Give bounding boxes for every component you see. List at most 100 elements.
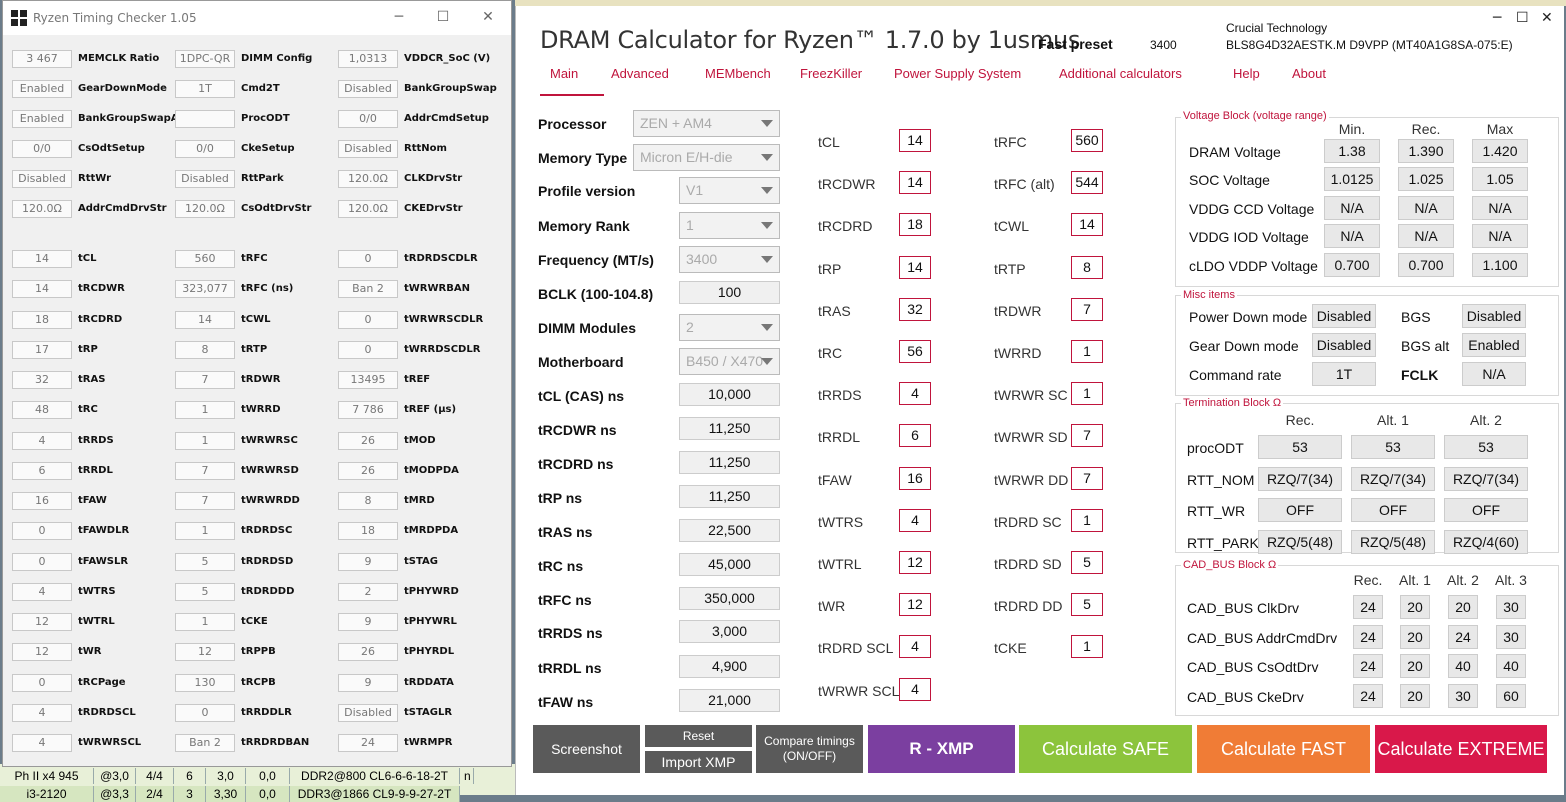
timing-value[interactable]: 4 (899, 677, 931, 701)
timing-value[interactable]: 1 (1071, 635, 1103, 659)
rtc-timing-value[interactable]: 14 (175, 310, 235, 329)
rtc-value-field[interactable] (175, 110, 235, 128)
rtc-timing-value[interactable]: 0 (338, 340, 398, 359)
rtc-value-field[interactable]: 0/0 (338, 110, 398, 128)
rtc-timing-value[interactable]: 0 (12, 522, 72, 541)
voltage-value[interactable]: 1.100 (1472, 252, 1528, 277)
tab-power-supply-system[interactable]: Power Supply System (894, 66, 1022, 81)
select-memory-type[interactable]: Micron E/H-die (633, 144, 780, 171)
rtc-timing-value[interactable]: 12 (12, 613, 72, 631)
rtc-value-field[interactable]: Disabled (175, 170, 235, 188)
rtc-timing-value[interactable]: 1 (175, 431, 235, 450)
timing-value[interactable]: 12 (899, 593, 931, 617)
rtc-timing-value[interactable]: 17 (12, 340, 72, 359)
cad-bus-value[interactable]: 30 (1496, 595, 1526, 619)
cad-bus-value[interactable]: 20 (1400, 624, 1430, 649)
rtc-timing-value[interactable]: 4 (12, 734, 72, 752)
voltage-value[interactable]: 0.700 (1398, 252, 1454, 277)
rtc-timing-value[interactable]: 7 (175, 492, 235, 510)
voltage-value[interactable]: N/A (1472, 224, 1528, 249)
rtc-timing-value[interactable]: 18 (12, 310, 72, 329)
timing-value[interactable]: 12 (899, 551, 931, 574)
voltage-value[interactable]: N/A (1324, 224, 1380, 249)
input-trp-ns[interactable]: 11,250 (679, 485, 780, 508)
rtc-timing-value[interactable]: Disabled (338, 703, 398, 722)
voltage-value[interactable]: N/A (1398, 224, 1454, 249)
cad-bus-value[interactable]: 24 (1353, 595, 1383, 619)
rtc-timing-value[interactable]: 9 (338, 613, 398, 631)
tab-freezkiller[interactable]: FreezKiller (800, 66, 863, 81)
timing-value[interactable]: 14 (899, 129, 931, 152)
termination-value[interactable]: RZQ/5(48) (1258, 530, 1342, 555)
rtc-timing-value[interactable]: Ban 2 (175, 734, 235, 752)
cad-bus-value[interactable]: 20 (1448, 595, 1478, 619)
timing-value[interactable]: 560 (1071, 129, 1103, 152)
rtc-timing-value[interactable]: 8 (175, 340, 235, 359)
rtc-timing-value[interactable]: 5 (175, 552, 235, 571)
minimize-icon[interactable]: ─ (1493, 10, 1502, 26)
rtc-timing-value[interactable]: 4 (12, 582, 72, 601)
misc-value[interactable]: Disabled (1312, 304, 1376, 328)
rtc-timing-value[interactable]: 32 (12, 371, 72, 389)
timing-value[interactable]: 16 (899, 466, 931, 490)
rtc-value-field[interactable]: Disabled (12, 170, 72, 188)
termination-value[interactable]: OFF (1351, 498, 1435, 523)
rtc-value-field[interactable]: Disabled (338, 80, 398, 98)
rtc-timing-value[interactable]: 14 (12, 250, 72, 268)
rtc-timing-value[interactable]: 12 (12, 643, 72, 662)
calculate-safe-button[interactable]: Calculate SAFE (1019, 725, 1192, 773)
timing-value[interactable]: 7 (1071, 466, 1103, 490)
calculate-extreme-button[interactable]: Calculate EXTREME (1375, 725, 1547, 773)
timing-value[interactable]: 14 (899, 171, 931, 195)
reset-button[interactable]: Reset (645, 725, 752, 747)
rtc-timing-value[interactable]: 323,077 (175, 280, 235, 299)
select-frequency-mt-s-[interactable]: 3400 (679, 246, 780, 273)
rtc-timing-value[interactable]: 14 (12, 280, 72, 299)
input-trfc-ns[interactable]: 350,000 (679, 587, 780, 610)
cad-bus-value[interactable]: 40 (1448, 654, 1478, 678)
select-motherboard[interactable]: B450 / X470 (679, 348, 780, 375)
timing-value[interactable]: 32 (899, 297, 931, 321)
timing-value[interactable]: 14 (1071, 213, 1103, 237)
rtc-value-field[interactable]: 3 467 (12, 50, 72, 68)
rtc-timing-value[interactable]: 0 (175, 703, 235, 722)
rtc-timing-value[interactable]: 7 (175, 371, 235, 389)
rtc-timing-value[interactable]: 8 (338, 492, 398, 510)
timing-value[interactable]: 1 (1071, 340, 1103, 363)
termination-value[interactable]: RZQ/4(60) (1444, 530, 1528, 555)
rtc-timing-value[interactable]: 1 (175, 613, 235, 631)
input-tras-ns[interactable]: 22,500 (679, 519, 780, 542)
cad-bus-value[interactable]: 20 (1400, 595, 1430, 619)
rtc-timing-value[interactable]: 7 786 (338, 401, 398, 420)
rtc-value-field[interactable]: 120.0Ω (338, 170, 398, 188)
misc-value[interactable]: 1T (1312, 362, 1376, 386)
timing-value[interactable]: 1 (1071, 382, 1103, 406)
cad-bus-value[interactable]: 24 (1353, 683, 1383, 708)
misc-value[interactable]: Enabled (1462, 333, 1526, 357)
maximize-icon[interactable]: ☐ (1516, 10, 1529, 26)
tab-about[interactable]: About (1292, 66, 1326, 81)
rtc-timing-value[interactable]: Ban 2 (338, 280, 398, 299)
tab-main[interactable]: Main (550, 66, 579, 81)
input-bclk-100-104-8-[interactable]: 100 (679, 281, 780, 304)
input-trc-ns[interactable]: 45,000 (679, 553, 780, 576)
select-memory-rank[interactable]: 1 (679, 212, 780, 239)
voltage-value[interactable]: 1.390 (1398, 139, 1454, 163)
rtc-timing-value[interactable]: 0 (12, 673, 72, 692)
timing-value[interactable]: 4 (899, 635, 931, 659)
misc-value[interactable]: N/A (1462, 362, 1526, 386)
timing-value[interactable]: 5 (1071, 551, 1103, 574)
tab-membench[interactable]: MEMbench (705, 66, 771, 81)
tab-additional-calculators[interactable]: Additional calculators (1059, 66, 1182, 81)
rtc-timing-value[interactable]: 48 (12, 401, 72, 420)
rtc-timing-value[interactable]: 26 (338, 461, 398, 480)
input-trrdl-ns[interactable]: 4,900 (679, 655, 780, 678)
rtc-value-field[interactable]: 120.0Ω (12, 200, 72, 218)
termination-value[interactable]: OFF (1444, 498, 1528, 523)
rtc-value-field[interactable]: 120.0Ω (338, 200, 398, 218)
termination-value[interactable]: RZQ/7(34) (1351, 466, 1435, 491)
timing-value[interactable]: 544 (1071, 171, 1103, 195)
rtc-value-field[interactable]: 0/0 (12, 140, 72, 158)
cad-bus-value[interactable]: 30 (1496, 624, 1526, 649)
rtc-timing-value[interactable]: 6 (12, 461, 72, 480)
